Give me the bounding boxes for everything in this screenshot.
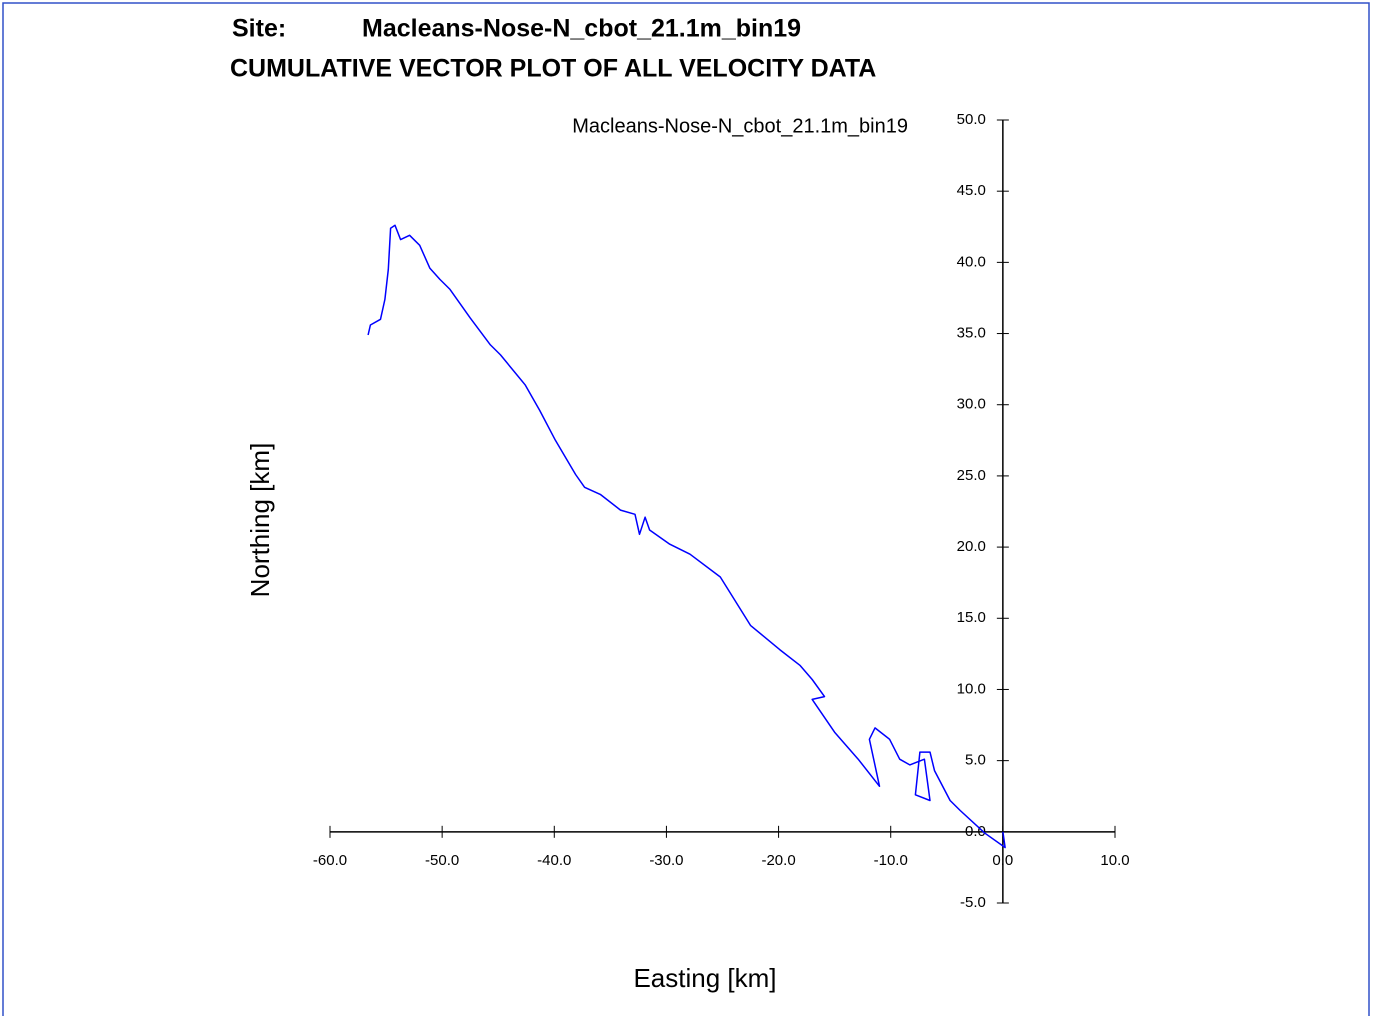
y-tick-label: 15.0 <box>957 609 986 626</box>
x-tick-label: -20.0 <box>761 852 795 869</box>
legend-entry: Macleans-Nose-N_cbot_21.1m_bin19 <box>572 115 908 137</box>
x-tick-label: -30.0 <box>649 852 683 869</box>
y-tick-label: 25.0 <box>957 467 986 484</box>
x-tick-label: -60.0 <box>313 852 347 869</box>
site-label: Site: <box>232 15 286 43</box>
y-tick-label: 30.0 <box>957 396 986 413</box>
x-axis-label: Easting [km] <box>633 963 776 993</box>
x-tick-label: 10.0 <box>1100 852 1129 869</box>
chart-title: CUMULATIVE VECTOR PLOT OF ALL VELOCITY D… <box>230 55 876 83</box>
y-tick-label: 40.0 <box>957 253 986 270</box>
x-tick-label: -40.0 <box>537 852 571 869</box>
data-line <box>367 224 1006 849</box>
y-axis-label: Northing [km] <box>245 443 275 598</box>
y-tick-label: 50.0 <box>957 111 986 128</box>
site-name: Macleans-Nose-N_cbot_21.1m_bin19 <box>362 15 801 43</box>
x-tick-label: 0.0 <box>992 852 1013 869</box>
x-tick-label: -50.0 <box>425 852 459 869</box>
y-tick-label: 5.0 <box>965 752 986 769</box>
y-tick-label: 20.0 <box>957 538 986 555</box>
y-tick-label: -5.0 <box>960 894 986 911</box>
y-tick-label: 45.0 <box>957 182 986 199</box>
y-tick-label: 10.0 <box>957 680 986 697</box>
x-tick-label: -10.0 <box>874 852 908 869</box>
y-tick-label: 0.0 <box>965 823 986 840</box>
y-tick-label: 35.0 <box>957 325 986 342</box>
